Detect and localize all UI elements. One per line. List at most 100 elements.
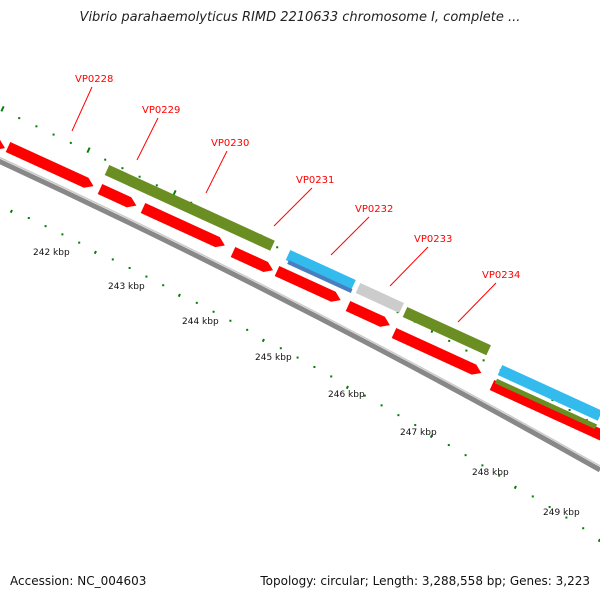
gene-label: VP0229 xyxy=(142,105,180,116)
scale-label: 245 kbp xyxy=(255,353,292,363)
outer-minor-tick xyxy=(465,349,468,352)
inner-major-tick xyxy=(9,209,13,214)
inner-minor-tick xyxy=(498,474,501,477)
scale-labels: 242 kbp 243 kbp 244 kbp 245 kbp 246 kbp 247 k… xyxy=(33,248,580,518)
inner-tick-ring xyxy=(9,209,600,543)
chromosome-backbone xyxy=(0,156,600,473)
inner-minor-tick xyxy=(397,414,400,417)
outer-minor-tick xyxy=(52,133,55,136)
outer-minor-tick xyxy=(138,175,141,178)
inner-minor-tick xyxy=(27,217,30,220)
cds-vp0227 xyxy=(0,133,6,150)
cds-vp0230-shape xyxy=(140,202,225,248)
gene-leader-line xyxy=(330,216,370,256)
inner-minor-tick xyxy=(414,424,417,427)
outer-major-tick xyxy=(86,147,91,154)
cds-vp0233-shape xyxy=(345,300,390,327)
inner-minor-tick xyxy=(313,365,316,368)
cds-vp0234 xyxy=(391,327,482,375)
outer-minor-tick xyxy=(568,408,571,411)
cds-vp0229 xyxy=(97,183,137,208)
topology-text: Topology: circular; Length: 3,288,558 bp… xyxy=(260,574,590,588)
inner-major-tick xyxy=(177,293,181,298)
inner-major-tick xyxy=(513,485,517,490)
inner-minor-tick xyxy=(582,527,585,530)
scale-label: 249 kbp xyxy=(543,508,580,518)
inner-major-tick xyxy=(429,434,433,439)
cds-vp0228 xyxy=(5,141,94,188)
inner-minor-tick xyxy=(44,225,47,228)
inner-minor-tick xyxy=(246,328,249,331)
outer-major-tick xyxy=(0,105,5,112)
gene-label: VP0231 xyxy=(296,175,334,186)
cds-vp0228-shape xyxy=(5,141,94,188)
accession-text: Accession: NC_004603 xyxy=(10,574,147,588)
feature-cyan-2 xyxy=(497,364,600,421)
backbone-highlight xyxy=(0,156,600,467)
inner-minor-tick xyxy=(229,319,232,322)
scale-label: 246 kbp xyxy=(328,390,365,400)
scale-label: 243 kbp xyxy=(108,282,145,292)
outer-minor-tick xyxy=(18,117,21,120)
inner-minor-tick xyxy=(162,284,165,287)
feature-cyan-1 xyxy=(285,249,356,290)
inner-minor-tick xyxy=(61,233,64,236)
inner-minor-tick xyxy=(212,310,215,313)
inner-minor-tick xyxy=(548,505,551,508)
inner-minor-tick xyxy=(145,275,148,278)
cds-vp0232-shape xyxy=(274,265,341,302)
outer-minor-tick xyxy=(69,141,72,144)
inner-minor-tick xyxy=(380,404,383,407)
feature-green-2-shape xyxy=(402,306,491,356)
gene-leader-line xyxy=(457,282,497,323)
outer-minor-tick xyxy=(448,339,451,342)
inner-minor-tick xyxy=(363,394,366,397)
cds-vp0235-shape xyxy=(489,379,600,445)
backbone-line xyxy=(0,158,600,473)
gene-label: VP0234 xyxy=(482,270,520,281)
scale-label: 247 kbp xyxy=(400,428,437,438)
scale-label: 244 kbp xyxy=(182,317,219,327)
scale-label: 248 kbp xyxy=(472,468,509,478)
gene-leader-line xyxy=(71,86,93,132)
gene-label: VP0228 xyxy=(75,74,113,85)
inner-minor-tick xyxy=(128,266,131,269)
feature-cyan-2-shape xyxy=(497,364,600,421)
outer-minor-tick xyxy=(104,158,107,161)
cds-vp0234-shape xyxy=(391,327,482,375)
cds-vp0229-shape xyxy=(97,183,137,208)
inner-major-tick xyxy=(261,338,265,343)
inner-minor-tick xyxy=(481,464,484,467)
gene-label: VP0233 xyxy=(414,234,452,245)
gene-callouts: VP0228 VP0229 VP0230 VP0231 VP0232 VP0233 VP02… xyxy=(71,74,520,323)
outer-minor-tick xyxy=(482,359,485,362)
cds-vp0231-shape xyxy=(230,246,274,272)
inner-minor-tick xyxy=(464,454,467,457)
feature-blue-1 xyxy=(287,260,353,293)
feature-track xyxy=(0,133,600,445)
inner-minor-tick xyxy=(330,375,333,378)
feature-green-1-shape xyxy=(104,164,275,251)
scale-label: 242 kbp xyxy=(33,248,70,258)
inner-minor-tick xyxy=(531,495,534,498)
gene-leader-line xyxy=(136,117,159,161)
inner-minor-tick xyxy=(111,258,114,261)
inner-minor-tick xyxy=(447,444,450,447)
feature-blue-1-shape xyxy=(287,260,353,293)
feature-green-3-shape xyxy=(494,378,598,430)
outer-minor-tick xyxy=(276,246,279,249)
cds-vp0230 xyxy=(140,202,225,248)
inner-minor-tick xyxy=(296,356,299,359)
feature-green-3 xyxy=(494,378,598,430)
gene-label: VP0232 xyxy=(355,204,393,215)
cds-vp0227-shape xyxy=(0,133,6,150)
gene-leader-line xyxy=(205,150,228,194)
gene-leader-line xyxy=(389,246,429,287)
feature-gray-1-shape xyxy=(355,282,404,313)
inner-minor-tick xyxy=(195,301,198,304)
feature-green-1 xyxy=(104,164,275,251)
outer-minor-tick xyxy=(155,184,158,187)
cds-vp0232 xyxy=(274,265,341,302)
